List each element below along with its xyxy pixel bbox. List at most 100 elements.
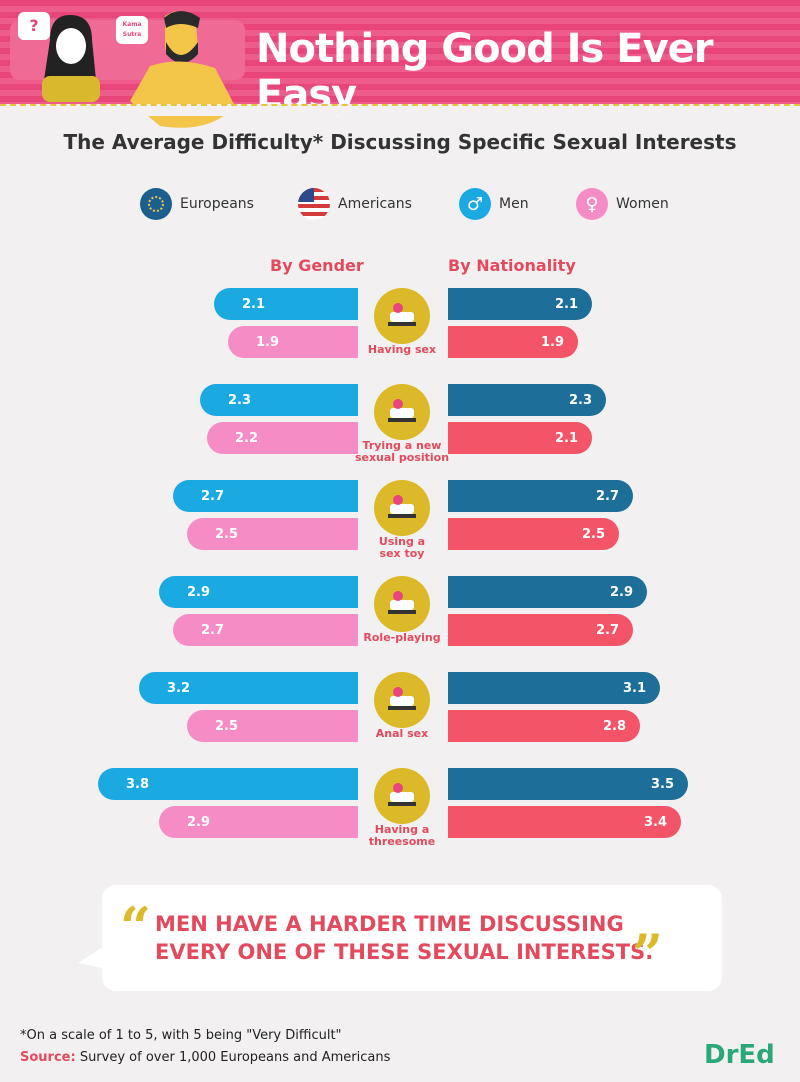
vibrator-icon — [374, 480, 430, 536]
book-bubble: Kama Sutra — [116, 16, 148, 44]
bar-europeans: 2.3 — [448, 384, 606, 416]
category-label: Role-playing — [347, 632, 457, 644]
bar-value-label: 3.8 — [126, 776, 150, 792]
bar-value-label: 3.2 — [167, 680, 191, 696]
quote-text: MEN HAVE A HARDER TIME DISCUSSING EVERY … — [155, 910, 675, 966]
chart-subtitle: The Average Difficulty* Discussing Speci… — [63, 130, 737, 154]
bar-americans: 2.1 — [448, 422, 592, 454]
bar-women: 2.5 — [187, 518, 358, 550]
bar-women: 2.5 — [187, 710, 358, 742]
category-label-line: threesome — [368, 835, 436, 848]
open-quote-mark: “ — [120, 895, 152, 959]
bar-americans: 2.8 — [448, 710, 640, 742]
column-header-nationality: By Nationality — [448, 256, 576, 275]
quote-box — [102, 885, 722, 991]
category-label: Trying a new sexual position — [347, 440, 457, 464]
bar-value-label: 1.9 — [256, 334, 280, 350]
bar-women: 2.9 — [159, 806, 358, 838]
legend-item-americans: Americans — [298, 188, 412, 220]
legend-item-women: ♀ Women — [576, 188, 669, 220]
bar-europeans: 3.5 — [448, 768, 688, 800]
bar-value-label: 3.1 — [622, 680, 646, 696]
category-label-line: Having a — [374, 823, 430, 836]
bar-americans: 3.4 — [448, 806, 681, 838]
question-bubble: ? — [18, 12, 50, 40]
category-label-line: sex toy — [379, 547, 425, 560]
bar-value-label: 2.5 — [581, 526, 605, 542]
bar-value-label: 2.9 — [187, 814, 211, 830]
bar-value-label: 2.3 — [568, 392, 592, 408]
legend-label: Men — [499, 196, 529, 212]
category-label-line: Using a — [378, 535, 426, 548]
bar-value-label: 2.7 — [201, 622, 225, 638]
category-label-line: sexual position — [354, 451, 450, 464]
bar-americans: 2.5 — [448, 518, 619, 550]
footnote: *On a scale of 1 to 5, with 5 being "Ver… — [20, 1028, 342, 1043]
legend-label: Europeans — [180, 196, 254, 212]
column-header-gender: By Gender — [270, 256, 364, 275]
bar-value-label: 3.5 — [650, 776, 674, 792]
bar-value-label: 1.9 — [540, 334, 564, 350]
close-quote-mark: ” — [632, 922, 664, 986]
source-label: Source: — [20, 1050, 76, 1065]
bar-women: 2.2 — [207, 422, 358, 454]
bar-value-label: 2.7 — [595, 622, 619, 638]
male-symbol-icon: ♂ — [459, 188, 491, 220]
bar-value-label: 2.3 — [228, 392, 252, 408]
eu-flag-icon — [140, 188, 172, 220]
kama-sutra-book-icon — [374, 384, 430, 440]
bar-women: 1.9 — [228, 326, 358, 358]
category-label-line: Anal sex — [375, 727, 429, 740]
bar-americans: 1.9 — [448, 326, 578, 358]
bar-men: 2.3 — [200, 384, 358, 416]
bar-value-label: 3.4 — [643, 814, 667, 830]
bar-value-label: 2.9 — [609, 584, 633, 600]
us-flag-icon — [298, 188, 330, 220]
bar-value-label: 2.2 — [235, 430, 259, 446]
bar-value-label: 2.1 — [554, 296, 578, 312]
category-label: Anal sex — [347, 728, 457, 740]
quote-line-1: MEN HAVE A HARDER TIME DISCUSSING — [155, 912, 624, 936]
category-label: Having a threesome — [347, 824, 457, 848]
bar-europeans: 2.1 — [448, 288, 592, 320]
bed-icon — [374, 288, 430, 344]
source-note: Source: Survey of over 1,000 Europeans a… — [20, 1050, 390, 1065]
bar-value-label: 2.9 — [187, 584, 211, 600]
category-label-line: Having sex — [367, 343, 437, 356]
dred-logo: DrEd — [704, 1040, 775, 1070]
woman-illustration — [42, 15, 100, 102]
legend-item-europeans: Europeans — [140, 188, 254, 220]
bar-value-label: 2.1 — [554, 430, 578, 446]
bar-value-label: 2.7 — [595, 488, 619, 504]
bar-men: 2.7 — [173, 480, 358, 512]
legend-label: Women — [616, 196, 669, 212]
bar-men: 2.9 — [159, 576, 358, 608]
bar-men: 3.8 — [98, 768, 358, 800]
quote-line-2: EVERY ONE OF THESE SEXUAL INTERESTS. — [155, 940, 654, 964]
bar-men: 3.2 — [139, 672, 358, 704]
bar-europeans: 3.1 — [448, 672, 660, 704]
category-label-line: Role-playing — [363, 631, 441, 644]
quote-tail — [78, 945, 106, 969]
anal-beads-icon — [374, 672, 430, 728]
header-divider — [0, 104, 800, 116]
maid-costume-icon — [374, 576, 430, 632]
threesome-bed-icon — [374, 768, 430, 824]
category-label: Using a sex toy — [347, 536, 457, 560]
legend-label: Americans — [338, 196, 412, 212]
header-banner: ? Kama Sutra Nothing Good Is Ever Easy — [0, 0, 800, 128]
female-symbol-icon: ♀ — [576, 188, 608, 220]
legend-item-men: ♂ Men — [459, 188, 529, 220]
bar-value-label: 2.5 — [215, 718, 239, 734]
bar-value-label: 2.1 — [242, 296, 266, 312]
bar-women: 2.7 — [173, 614, 358, 646]
bar-value-label: 2.5 — [215, 526, 239, 542]
category-label-line: Trying a new — [362, 439, 442, 452]
bar-americans: 2.7 — [448, 614, 633, 646]
bar-value-label: 2.8 — [602, 718, 626, 734]
bar-men: 2.1 — [214, 288, 358, 320]
bar-value-label: 2.7 — [201, 488, 225, 504]
bar-europeans: 2.9 — [448, 576, 647, 608]
source-text: Survey of over 1,000 Europeans and Ameri… — [75, 1050, 391, 1065]
bar-europeans: 2.7 — [448, 480, 633, 512]
